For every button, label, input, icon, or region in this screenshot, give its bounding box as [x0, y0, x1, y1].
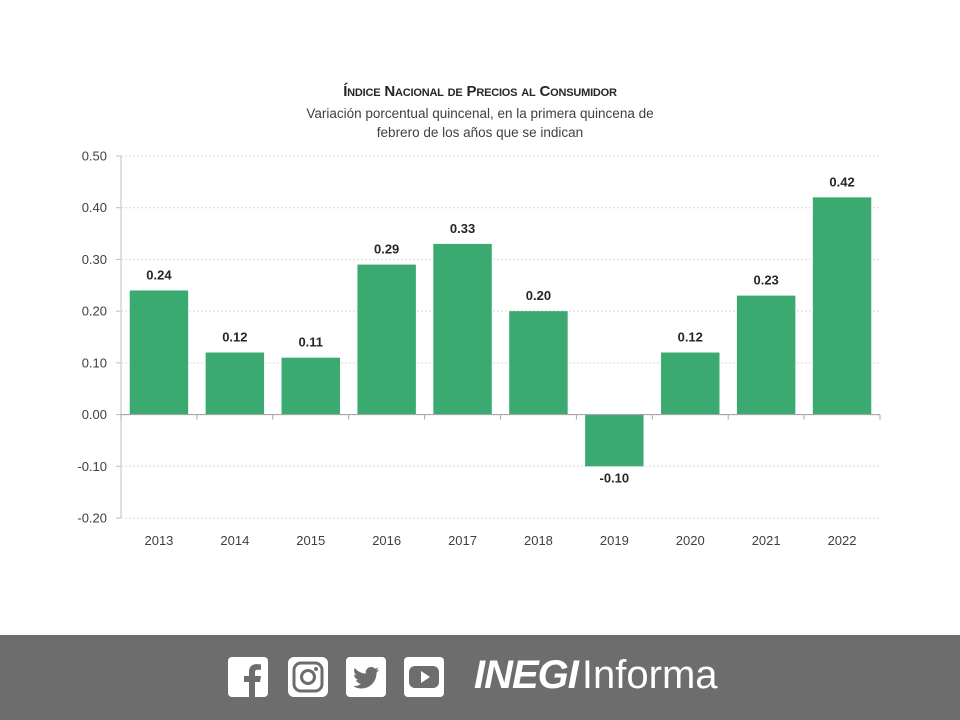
data-label: 0.23 — [753, 273, 778, 288]
data-label: 0.11 — [298, 335, 323, 350]
data-label: 0.20 — [526, 288, 551, 303]
bar — [661, 352, 720, 415]
data-label: -0.10 — [600, 470, 630, 485]
data-label: 0.42 — [829, 174, 854, 189]
y-tick-label: 0.40 — [82, 200, 107, 215]
x-tick-label: 2013 — [144, 533, 173, 548]
y-tick-label: 0.30 — [82, 252, 107, 267]
x-tick-label: 2015 — [296, 533, 325, 548]
x-tick-label: 2017 — [448, 533, 477, 548]
chart-area: Índice Nacional de Precios al Consumidor… — [77, 83, 881, 548]
bar — [129, 290, 189, 415]
y-tick-label: 0.10 — [82, 355, 107, 370]
bar — [205, 352, 265, 415]
bar — [736, 295, 796, 415]
bar — [585, 414, 644, 467]
bar — [433, 243, 492, 415]
data-label: 0.12 — [678, 330, 703, 345]
data-label: 0.24 — [146, 267, 172, 282]
twitter-icon[interactable] — [346, 657, 386, 697]
data-label: 0.12 — [222, 330, 247, 345]
y-tick-label: 0.20 — [82, 304, 107, 319]
x-tick-label: 2016 — [372, 533, 401, 548]
footer-bar: INEGI Informa — [0, 635, 960, 720]
x-tick-label: 2022 — [828, 533, 857, 548]
y-tick-label: -0.20 — [77, 511, 107, 526]
y-tick-label: -0.10 — [77, 459, 107, 474]
x-tick-label: 2018 — [524, 533, 553, 548]
data-label: 0.33 — [450, 221, 475, 236]
instagram-icon[interactable] — [288, 657, 328, 697]
x-tick-label: 2019 — [600, 533, 629, 548]
x-tick-label: 2021 — [752, 533, 781, 548]
brand-logo: INEGI Informa — [474, 653, 718, 703]
x-tick-label: 2020 — [676, 533, 705, 548]
data-label: 0.29 — [374, 242, 399, 257]
chart-subtitle-line-1: Variación porcentual quincenal, en la pr… — [306, 106, 654, 121]
bar — [509, 311, 568, 415]
youtube-icon[interactable] — [404, 657, 444, 697]
chart-title: Índice Nacional de Precios al Consumidor — [343, 83, 617, 100]
bar — [812, 197, 872, 415]
y-tick-label: 0.00 — [82, 407, 107, 422]
chart-subtitle-line-2: febrero de los años que se indican — [376, 125, 584, 140]
brand-logo-light: Informa — [581, 653, 718, 697]
bar — [357, 264, 416, 415]
bar-chart: 0.50 0.40 0.30 0.20 0.10 0.00 -0.10 -0.20 0.24 0.… — [77, 149, 881, 548]
bar — [281, 357, 340, 415]
x-tick-label: 2014 — [220, 533, 249, 548]
y-tick-label: 0.50 — [82, 149, 107, 164]
facebook-icon[interactable] — [228, 657, 268, 697]
brand-logo-bold: INEGI — [474, 653, 579, 697]
